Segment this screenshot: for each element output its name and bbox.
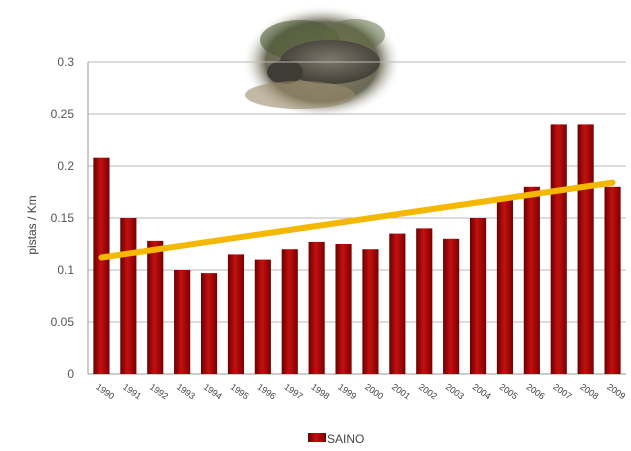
legend-label-saino: SAINO — [327, 432, 364, 446]
bar-2004 — [469, 218, 487, 374]
x-tick-label: 1998 — [309, 382, 331, 402]
bar-2000 — [362, 249, 379, 374]
x-tick-label: 2009 — [605, 382, 627, 402]
x-tick-label: 1992 — [148, 382, 170, 402]
x-tick-label: 1990 — [94, 382, 116, 402]
bar-2003 — [443, 238, 460, 374]
x-tick-label: 1996 — [255, 382, 277, 402]
y-tick-label: 0.15 — [51, 211, 75, 225]
y-tick-label: 0.3 — [57, 55, 74, 69]
bar-1999 — [335, 244, 352, 374]
x-tick-label: 1997 — [282, 382, 304, 402]
x-tick-label: 1995 — [229, 382, 251, 402]
x-tick-label: 2002 — [417, 382, 439, 402]
bar-1998 — [308, 241, 325, 374]
y-tick-label: 0.25 — [51, 107, 75, 121]
x-tick-label: 2000 — [363, 382, 385, 402]
x-tick-label: 2001 — [390, 382, 412, 402]
bar-2006 — [523, 186, 540, 374]
bar-1991 — [120, 218, 137, 374]
x-tick-label: 2003 — [444, 382, 466, 402]
bar-1992 — [147, 240, 164, 374]
bar-1990 — [93, 157, 110, 374]
y-axis-label: pistas / Km — [25, 195, 39, 254]
x-tick-label: 2008 — [578, 382, 600, 402]
bar-1996 — [254, 259, 271, 374]
x-tick-label: 1993 — [175, 382, 197, 402]
bar-2001 — [389, 233, 406, 374]
x-tick-label: 2004 — [471, 382, 493, 402]
bar-1994 — [200, 273, 218, 374]
bar-1993 — [174, 270, 191, 374]
y-tick-label: 0 — [67, 367, 74, 381]
x-tick-label: 1994 — [202, 382, 224, 402]
x-tick-label: 1999 — [336, 382, 358, 402]
x-tick-label: 2007 — [551, 382, 573, 402]
bar-2009 — [604, 186, 621, 374]
x-tick-label: 2006 — [524, 382, 546, 402]
bar-1997 — [281, 249, 298, 374]
bar-2007 — [550, 124, 567, 375]
bar-2008 — [577, 124, 594, 375]
bar-2002 — [416, 228, 433, 374]
x-tick-label: 1991 — [121, 382, 143, 402]
y-tick-label: 0.05 — [51, 315, 75, 329]
legend-swatch-saino — [308, 433, 326, 442]
x-tick-label: 2005 — [498, 382, 520, 402]
y-tick-label: 0.1 — [57, 263, 74, 277]
trend-line — [98, 179, 616, 261]
bar-1995 — [227, 254, 245, 374]
bar-2005 — [496, 197, 514, 374]
legend: SAINO — [308, 432, 364, 446]
y-tick-label: 0.2 — [57, 159, 74, 173]
